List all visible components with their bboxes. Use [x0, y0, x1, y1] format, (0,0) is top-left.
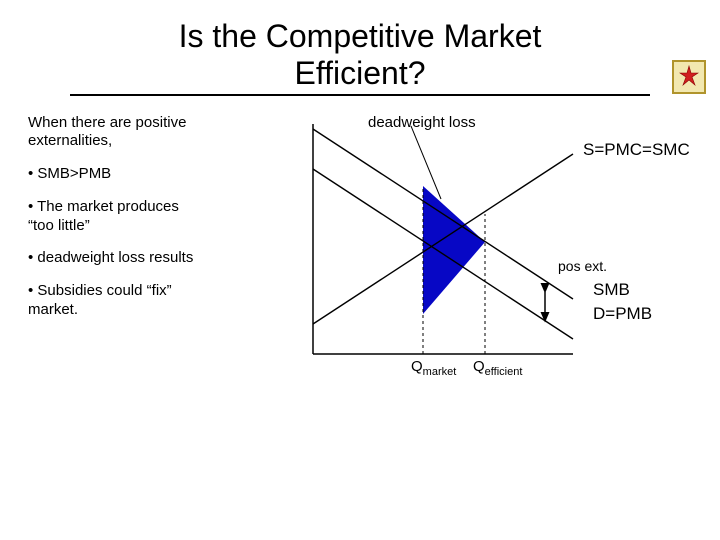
content-row: When there are positive externalities, •… [0, 114, 720, 394]
bullet-4a: • Subsidies could “fix” [28, 282, 293, 301]
bullet-2b: “too little” [28, 217, 293, 236]
qeff-q: Q [473, 358, 485, 375]
label-posext: pos ext. [558, 258, 607, 274]
label-qmarket: Qmarket [411, 358, 456, 378]
title-line2: Efficient? [294, 55, 425, 91]
bullet-3: • deadweight loss results [28, 249, 293, 268]
bullet-2a: • The market produces [28, 198, 293, 217]
qeff-sub: efficient [485, 366, 523, 378]
label-smb: SMB [593, 280, 630, 300]
bullet-list: When there are positive externalities, •… [28, 114, 293, 394]
label-supply: S=PMC=SMC [583, 140, 690, 160]
qmarket-sub: market [423, 366, 457, 378]
bullet-4b: market. [28, 301, 293, 320]
intro-line2: externalities, [28, 132, 293, 151]
bullet-1: • SMB>PMB [28, 165, 293, 184]
intro-line1: When there are positive [28, 114, 293, 133]
label-demand: D=PMB [593, 304, 652, 324]
label-deadweight: deadweight loss [368, 114, 476, 131]
label-qefficient: Qefficient [473, 358, 522, 378]
chart: deadweight loss S=PMC=SMC SMB D=PMB pos … [293, 114, 703, 394]
qmarket-q: Q [411, 358, 423, 375]
title-underline [70, 94, 650, 96]
title-line1: Is the Competitive Market [179, 18, 542, 54]
chart-svg [293, 114, 593, 374]
slide-icon [672, 60, 706, 94]
